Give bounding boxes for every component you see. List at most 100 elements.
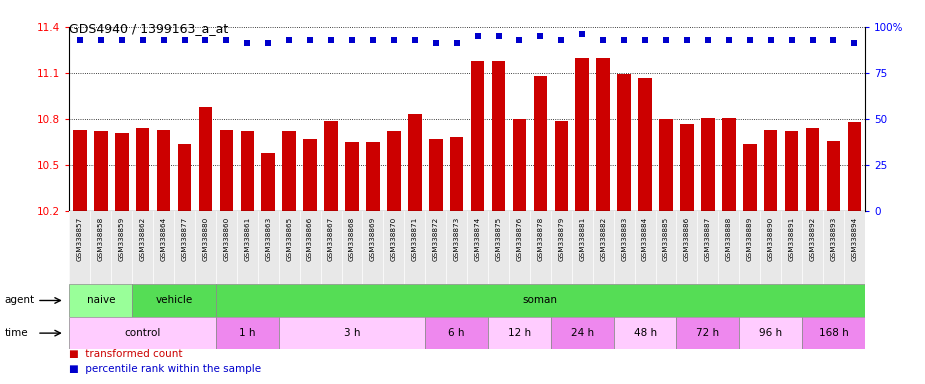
Text: naive: naive [87, 295, 115, 306]
Text: GSM338889: GSM338889 [746, 217, 753, 261]
Bar [325, 121, 338, 211]
Bar [69, 284, 132, 317]
Bar [554, 121, 568, 211]
Point [115, 37, 130, 43]
Text: GSM338858: GSM338858 [98, 217, 104, 261]
Bar [156, 130, 170, 211]
Text: 168 h: 168 h [819, 328, 848, 338]
Bar [303, 139, 317, 211]
Point [324, 37, 339, 43]
Text: GSM338890: GSM338890 [768, 217, 773, 261]
Bar [512, 119, 526, 211]
Bar [262, 153, 275, 211]
Bar [488, 317, 551, 349]
Point [407, 37, 422, 43]
Point [700, 37, 715, 43]
Text: ■  transformed count: ■ transformed count [69, 349, 183, 359]
Point [282, 37, 297, 43]
Text: GSM338876: GSM338876 [516, 217, 523, 261]
Point [135, 37, 150, 43]
Text: GSM338868: GSM338868 [349, 217, 355, 261]
Point [784, 37, 799, 43]
Point [617, 37, 632, 43]
Point [387, 37, 401, 43]
Text: GSM338877: GSM338877 [181, 217, 188, 261]
Text: GSM338867: GSM338867 [328, 217, 334, 261]
Text: GSM338865: GSM338865 [286, 217, 292, 261]
Bar [613, 317, 676, 349]
Bar [806, 128, 820, 211]
Point [177, 37, 191, 43]
Point [365, 37, 380, 43]
Text: GSM338863: GSM338863 [265, 217, 271, 261]
Point [574, 31, 589, 37]
Point [93, 37, 108, 43]
Text: GSM338857: GSM338857 [77, 217, 83, 261]
Text: GSM338873: GSM338873 [453, 217, 460, 261]
Text: GSM338871: GSM338871 [412, 217, 418, 261]
Text: GSM338887: GSM338887 [705, 217, 711, 261]
Point [450, 40, 464, 46]
Bar [551, 317, 613, 349]
Text: GSM338864: GSM338864 [161, 217, 166, 261]
Point [240, 40, 254, 46]
Text: GSM338874: GSM338874 [475, 217, 481, 261]
Bar [73, 130, 87, 211]
Bar [739, 317, 802, 349]
Point [826, 37, 841, 43]
Text: GSM338862: GSM338862 [140, 217, 145, 261]
Bar [471, 61, 485, 211]
Bar [429, 139, 442, 211]
Point [722, 37, 736, 43]
Bar [701, 118, 715, 211]
Point [659, 37, 673, 43]
Text: GSM338859: GSM338859 [118, 217, 125, 261]
Point [596, 37, 611, 43]
Text: GSM338872: GSM338872 [433, 217, 438, 261]
Text: 96 h: 96 h [759, 328, 783, 338]
Bar [802, 317, 865, 349]
Text: 12 h: 12 h [508, 328, 531, 338]
Point [847, 40, 862, 46]
Bar [597, 58, 610, 211]
Text: GSM338878: GSM338878 [537, 217, 543, 261]
Text: GSM338875: GSM338875 [496, 217, 501, 261]
Text: GSM338860: GSM338860 [223, 217, 229, 261]
Bar [216, 284, 865, 317]
Point [533, 33, 548, 39]
Bar [178, 144, 191, 211]
Text: GSM338885: GSM338885 [663, 217, 669, 261]
Bar [764, 130, 778, 211]
Bar [827, 141, 840, 211]
Bar [722, 118, 735, 211]
Text: GSM338866: GSM338866 [307, 217, 314, 261]
Text: GSM338869: GSM338869 [370, 217, 376, 261]
Text: GSM338893: GSM338893 [831, 217, 836, 261]
Bar [676, 317, 739, 349]
Bar [847, 122, 861, 211]
Text: GSM338881: GSM338881 [579, 217, 586, 261]
Text: GSM338886: GSM338886 [684, 217, 690, 261]
Point [470, 33, 485, 39]
Bar [136, 128, 150, 211]
Point [198, 37, 213, 43]
Point [219, 37, 234, 43]
Text: GSM338891: GSM338891 [789, 217, 795, 261]
Bar [240, 131, 254, 211]
Point [261, 40, 276, 46]
Text: GSM338883: GSM338883 [621, 217, 627, 261]
Text: GDS4940 / 1399163_a_at: GDS4940 / 1399163_a_at [69, 22, 228, 35]
Bar [575, 58, 589, 211]
Bar [617, 74, 631, 211]
Bar [278, 317, 426, 349]
Text: 3 h: 3 h [344, 328, 360, 338]
Bar [784, 131, 798, 211]
Bar [115, 133, 129, 211]
Bar [366, 142, 380, 211]
Bar [743, 144, 757, 211]
Text: GSM338884: GSM338884 [642, 217, 648, 261]
Bar [132, 284, 216, 317]
Bar [426, 317, 488, 349]
Text: GSM338870: GSM338870 [391, 217, 397, 261]
Text: vehicle: vehicle [155, 295, 192, 306]
